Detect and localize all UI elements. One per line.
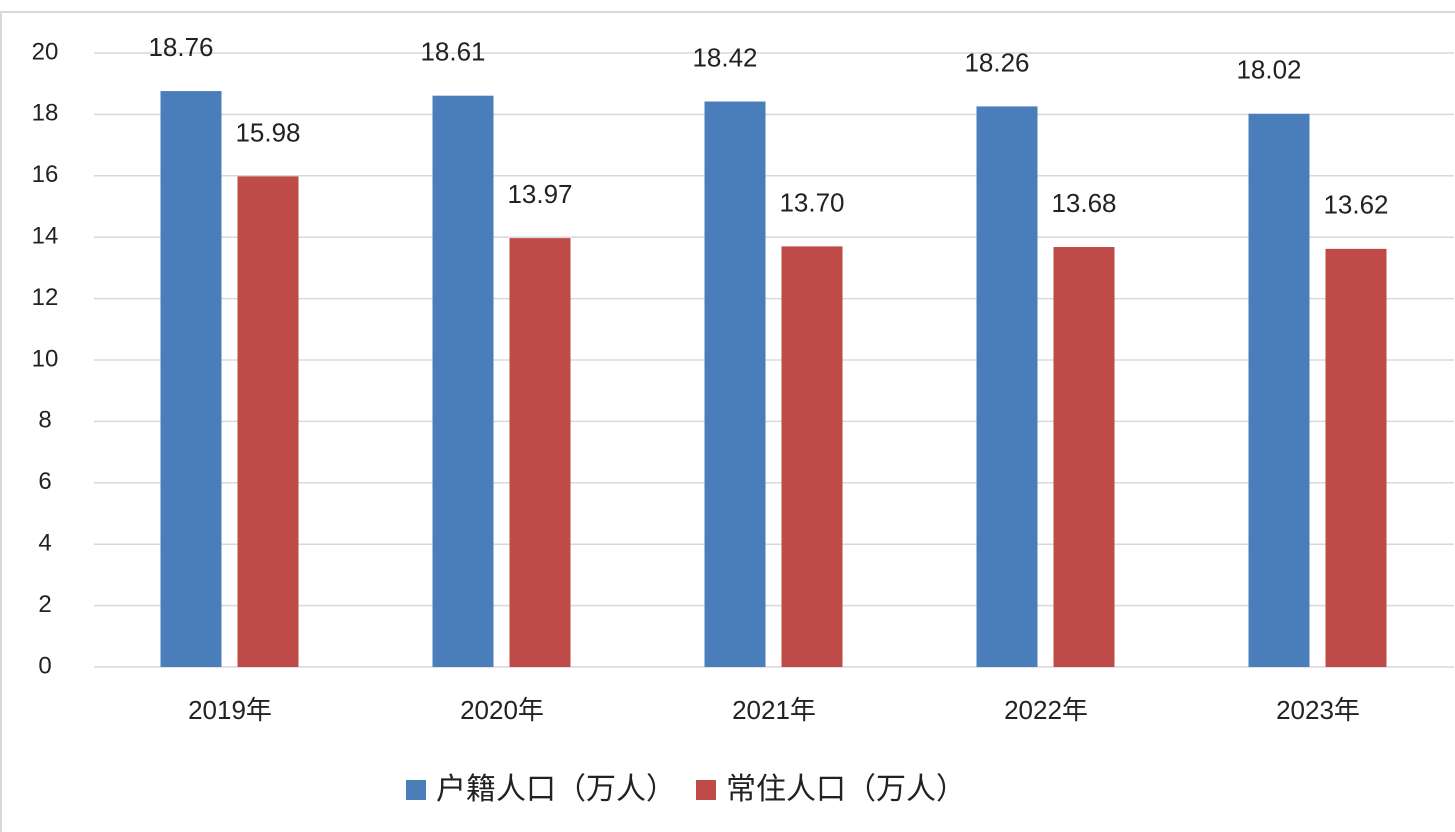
y-tick-label: 20 <box>32 38 59 65</box>
value-label: 13.62 <box>1323 190 1388 220</box>
value-label: 18.42 <box>692 42 757 72</box>
legend-label: 常住人口（万人） <box>726 773 966 806</box>
y-tick-label: 10 <box>32 345 59 372</box>
value-label: 13.97 <box>507 179 572 209</box>
bar <box>160 91 222 668</box>
value-label: 13.70 <box>779 187 844 217</box>
y-tick-label: 2 <box>38 591 51 618</box>
legend-label: 户籍人口（万人） <box>436 773 676 806</box>
bar <box>509 238 571 667</box>
y-tick-label: 6 <box>38 468 51 495</box>
x-tick-label: 2020年 <box>460 695 544 725</box>
y-tick-label: 16 <box>32 161 59 188</box>
bar <box>1053 247 1115 668</box>
bar <box>237 176 299 667</box>
y-tick-label: 8 <box>38 407 51 434</box>
value-label: 18.61 <box>420 37 485 67</box>
y-tick-label: 14 <box>32 223 59 250</box>
value-label: 15.98 <box>235 117 300 147</box>
bar <box>1325 248 1387 667</box>
value-label: 18.02 <box>1236 55 1301 85</box>
x-tick-label: 2023年 <box>1276 695 1360 725</box>
bar <box>976 106 1038 668</box>
y-tick-label: 18 <box>32 100 59 127</box>
bar <box>432 95 494 668</box>
y-tick-label: 4 <box>38 530 51 557</box>
bar <box>781 246 843 667</box>
bar <box>704 101 766 668</box>
value-label: 13.68 <box>1051 188 1116 218</box>
y-tick-label: 0 <box>38 652 51 679</box>
x-tick-label: 2019年 <box>188 695 272 725</box>
y-tick-label: 12 <box>32 284 59 311</box>
legend-swatch <box>406 780 426 800</box>
legend-swatch <box>696 780 716 800</box>
x-tick-label: 2021年 <box>732 695 816 725</box>
bar <box>1248 113 1310 667</box>
value-label: 18.26 <box>964 47 1029 77</box>
value-label: 18.76 <box>148 32 213 62</box>
x-tick-label: 2022年 <box>1004 695 1088 725</box>
